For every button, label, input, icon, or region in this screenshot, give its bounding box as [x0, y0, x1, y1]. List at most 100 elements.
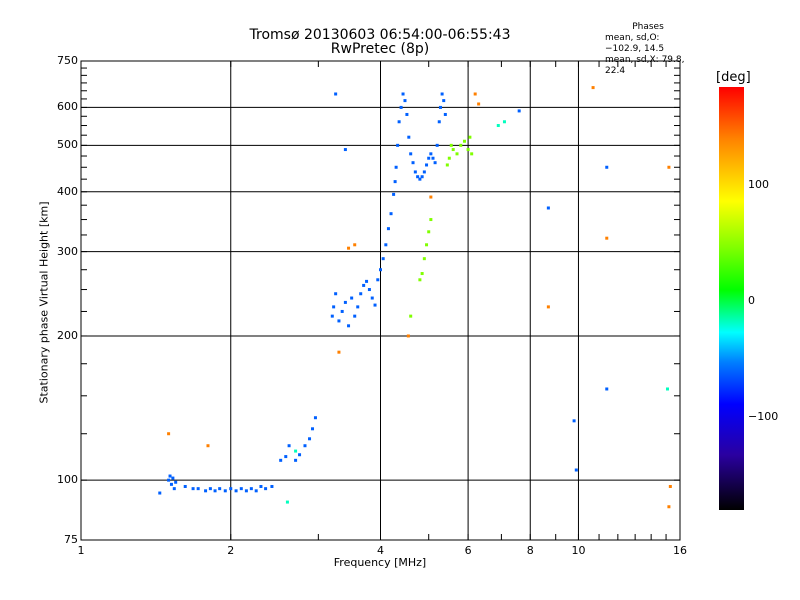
- colorbar: [719, 87, 744, 510]
- data-point: [443, 112, 447, 116]
- data-point: [473, 92, 477, 96]
- data-point: [447, 156, 451, 160]
- data-point: [429, 195, 433, 199]
- data-point: [343, 300, 347, 304]
- data-point: [183, 484, 187, 488]
- data-point: [591, 86, 595, 90]
- data-point: [429, 152, 433, 156]
- data-point: [223, 489, 227, 493]
- data-point: [413, 170, 417, 174]
- phase-legend-title: Phases: [632, 22, 664, 32]
- data-point: [337, 350, 341, 354]
- data-point: [459, 143, 463, 147]
- data-point: [270, 484, 274, 488]
- data-point: [239, 487, 243, 491]
- data-point: [429, 218, 433, 222]
- colorbar-tick-label: 100: [748, 178, 769, 191]
- data-point: [392, 192, 396, 196]
- data-point: [405, 112, 409, 116]
- chart-subtitle: RwPretec (8p): [330, 41, 430, 57]
- data-point: [427, 156, 431, 160]
- data-point: [376, 278, 380, 282]
- data-point: [418, 177, 422, 181]
- data-point: [365, 279, 369, 283]
- colorbar-label: [deg]: [716, 70, 751, 85]
- data-point: [422, 170, 426, 174]
- data-point: [367, 288, 371, 292]
- data-point: [399, 105, 403, 109]
- data-point: [393, 180, 397, 184]
- phase-legend: Phases mean, sd,O:−102.9, 14.5 mean, sd,…: [605, 22, 685, 77]
- data-point: [572, 419, 576, 423]
- y-tick-label: 400: [57, 184, 78, 198]
- data-point: [574, 468, 578, 472]
- data-point: [470, 152, 474, 156]
- x-tick-label: 16: [673, 544, 687, 557]
- y-axis-label: Stationary phase Virtual Height [km]: [37, 201, 51, 404]
- data-point: [442, 99, 446, 103]
- data-point: [294, 449, 298, 453]
- data-point: [158, 491, 162, 495]
- data-point: [287, 444, 291, 448]
- data-point: [343, 148, 347, 152]
- data-point: [284, 455, 288, 459]
- data-point: [347, 324, 351, 328]
- data-point: [337, 319, 341, 323]
- data-point: [254, 489, 258, 493]
- data-point: [169, 482, 173, 486]
- data-point: [218, 487, 222, 491]
- data-point: [449, 143, 453, 147]
- data-point: [466, 148, 470, 152]
- data-point: [259, 484, 263, 488]
- data-point: [422, 257, 426, 261]
- data-point: [359, 292, 363, 296]
- data-point: [285, 500, 289, 504]
- data-point: [455, 152, 459, 156]
- data-point: [206, 444, 210, 448]
- data-point: [437, 120, 441, 124]
- data-point: [308, 437, 312, 441]
- data-point: [311, 427, 315, 431]
- data-point: [379, 268, 382, 272]
- data-point: [172, 487, 176, 491]
- data-point: [425, 243, 429, 247]
- data-point: [605, 165, 609, 169]
- data-point: [605, 236, 609, 240]
- data-point: [340, 309, 344, 313]
- data-point: [462, 139, 466, 143]
- data-point: [411, 161, 415, 165]
- data-point: [373, 303, 377, 307]
- data-point: [477, 102, 481, 106]
- data-point: [409, 152, 413, 156]
- data-point: [416, 175, 420, 179]
- x-tick-label: 8: [526, 544, 534, 557]
- data-point: [347, 246, 351, 250]
- y-tick-label: 300: [57, 244, 78, 258]
- colorbar-tick-label: −100: [748, 410, 779, 423]
- data-point: [204, 489, 208, 493]
- data-point: [396, 143, 400, 147]
- data-point: [665, 387, 669, 391]
- data-point: [435, 143, 439, 147]
- data-point: [667, 505, 671, 509]
- data-point: [350, 296, 354, 300]
- data-point: [353, 314, 357, 318]
- data-point: [425, 163, 429, 167]
- colorbar-tick-label: 0: [748, 294, 755, 307]
- phase-legend-line-x: mean, sd,X: 79.8, 22.4: [605, 55, 685, 76]
- data-point: [294, 458, 298, 462]
- data-point: [264, 487, 268, 491]
- data-point: [332, 305, 336, 309]
- data-point: [279, 458, 283, 462]
- x-axis-label: Frequency [MHz]: [333, 556, 427, 569]
- data-point: [451, 148, 455, 152]
- data-point: [409, 314, 413, 318]
- data-point: [496, 124, 500, 128]
- y-tick-label: 750: [57, 54, 78, 67]
- data-point: [502, 120, 506, 124]
- data-point: [208, 487, 212, 491]
- data-point: [517, 109, 521, 113]
- data-point: [370, 296, 374, 300]
- data-point: [667, 165, 671, 169]
